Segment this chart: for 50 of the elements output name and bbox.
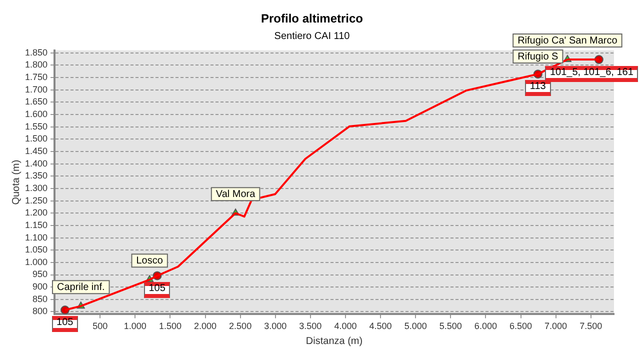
x-tick-label: 5.000 <box>404 321 427 332</box>
y-tick-label: 950 <box>32 269 48 280</box>
y-tick-label: 1.100 <box>24 232 48 242</box>
x-tick-label: 2.500 <box>229 321 252 332</box>
x-tick-label: 1.500 <box>158 321 182 332</box>
chart-subtitle: Sentiero CAI 110 <box>274 31 350 42</box>
y-axis-title: Quota (m) <box>10 160 22 205</box>
trail-sign: 101_5, 101_6, 161 <box>545 66 638 82</box>
y-tick-label: 1.500 <box>24 134 48 144</box>
x-axis-title: Distanza (m) <box>306 336 363 347</box>
y-tick-label: 1.200 <box>24 208 48 218</box>
y-tick-label: 1.550 <box>24 121 48 132</box>
y-tick-label: 1.600 <box>24 108 48 119</box>
x-tick-label: 6.500 <box>509 321 532 332</box>
y-tick-label: 850 <box>32 294 48 304</box>
x-tick-label: 5.500 <box>439 321 462 332</box>
x-tick-label: 7.000 <box>544 321 568 332</box>
y-tick-label: 800 <box>32 306 48 316</box>
annotation: Losco <box>136 255 164 266</box>
y-tick-label: 1.350 <box>24 170 48 181</box>
trail-sign: 105 <box>52 316 78 332</box>
annotation: Caprile inf. <box>56 282 105 293</box>
y-tick-label: 1.000 <box>24 256 48 267</box>
y-tick-label: 1.300 <box>24 182 48 193</box>
y-tick-label: 1.450 <box>24 146 48 156</box>
x-tick-label: 3.500 <box>299 321 322 332</box>
trail-sign: 105 <box>144 282 170 298</box>
y-tick-label: 1.650 <box>24 96 48 107</box>
y-tick-label: 1.800 <box>24 60 48 70</box>
x-tick-label: 4.500 <box>369 321 392 332</box>
annotation: Val Mora <box>216 188 256 200</box>
x-tick-label: 4.000 <box>334 321 357 332</box>
y-tick-label: 1.250 <box>24 195 48 206</box>
x-tick-label: 3.000 <box>264 321 287 332</box>
x-tick-label: 2.000 <box>194 321 217 332</box>
x-tick-label: 500 <box>92 321 108 332</box>
annotation: Rifugio S <box>518 51 559 62</box>
x-tick-label: 6.000 <box>474 321 497 332</box>
trail-sign: 113 <box>524 80 551 96</box>
y-tick-label: 1.150 <box>24 220 48 230</box>
y-tick-label: 900 <box>32 282 48 292</box>
y-tick-label: 1.400 <box>24 158 48 168</box>
annotation: Rifugio Ca' San Marco <box>518 35 618 46</box>
x-tick-label: 7.500 <box>580 321 602 332</box>
y-tick-label: 1.050 <box>24 244 48 255</box>
y-tick-label: 1.850 <box>24 47 48 58</box>
y-tick-label: 1.700 <box>24 84 48 94</box>
x-tick-label: 1.000 <box>124 321 146 332</box>
chart-title: Profilo altimetrico <box>260 12 364 26</box>
y-tick-label: 1.750 <box>24 72 48 82</box>
